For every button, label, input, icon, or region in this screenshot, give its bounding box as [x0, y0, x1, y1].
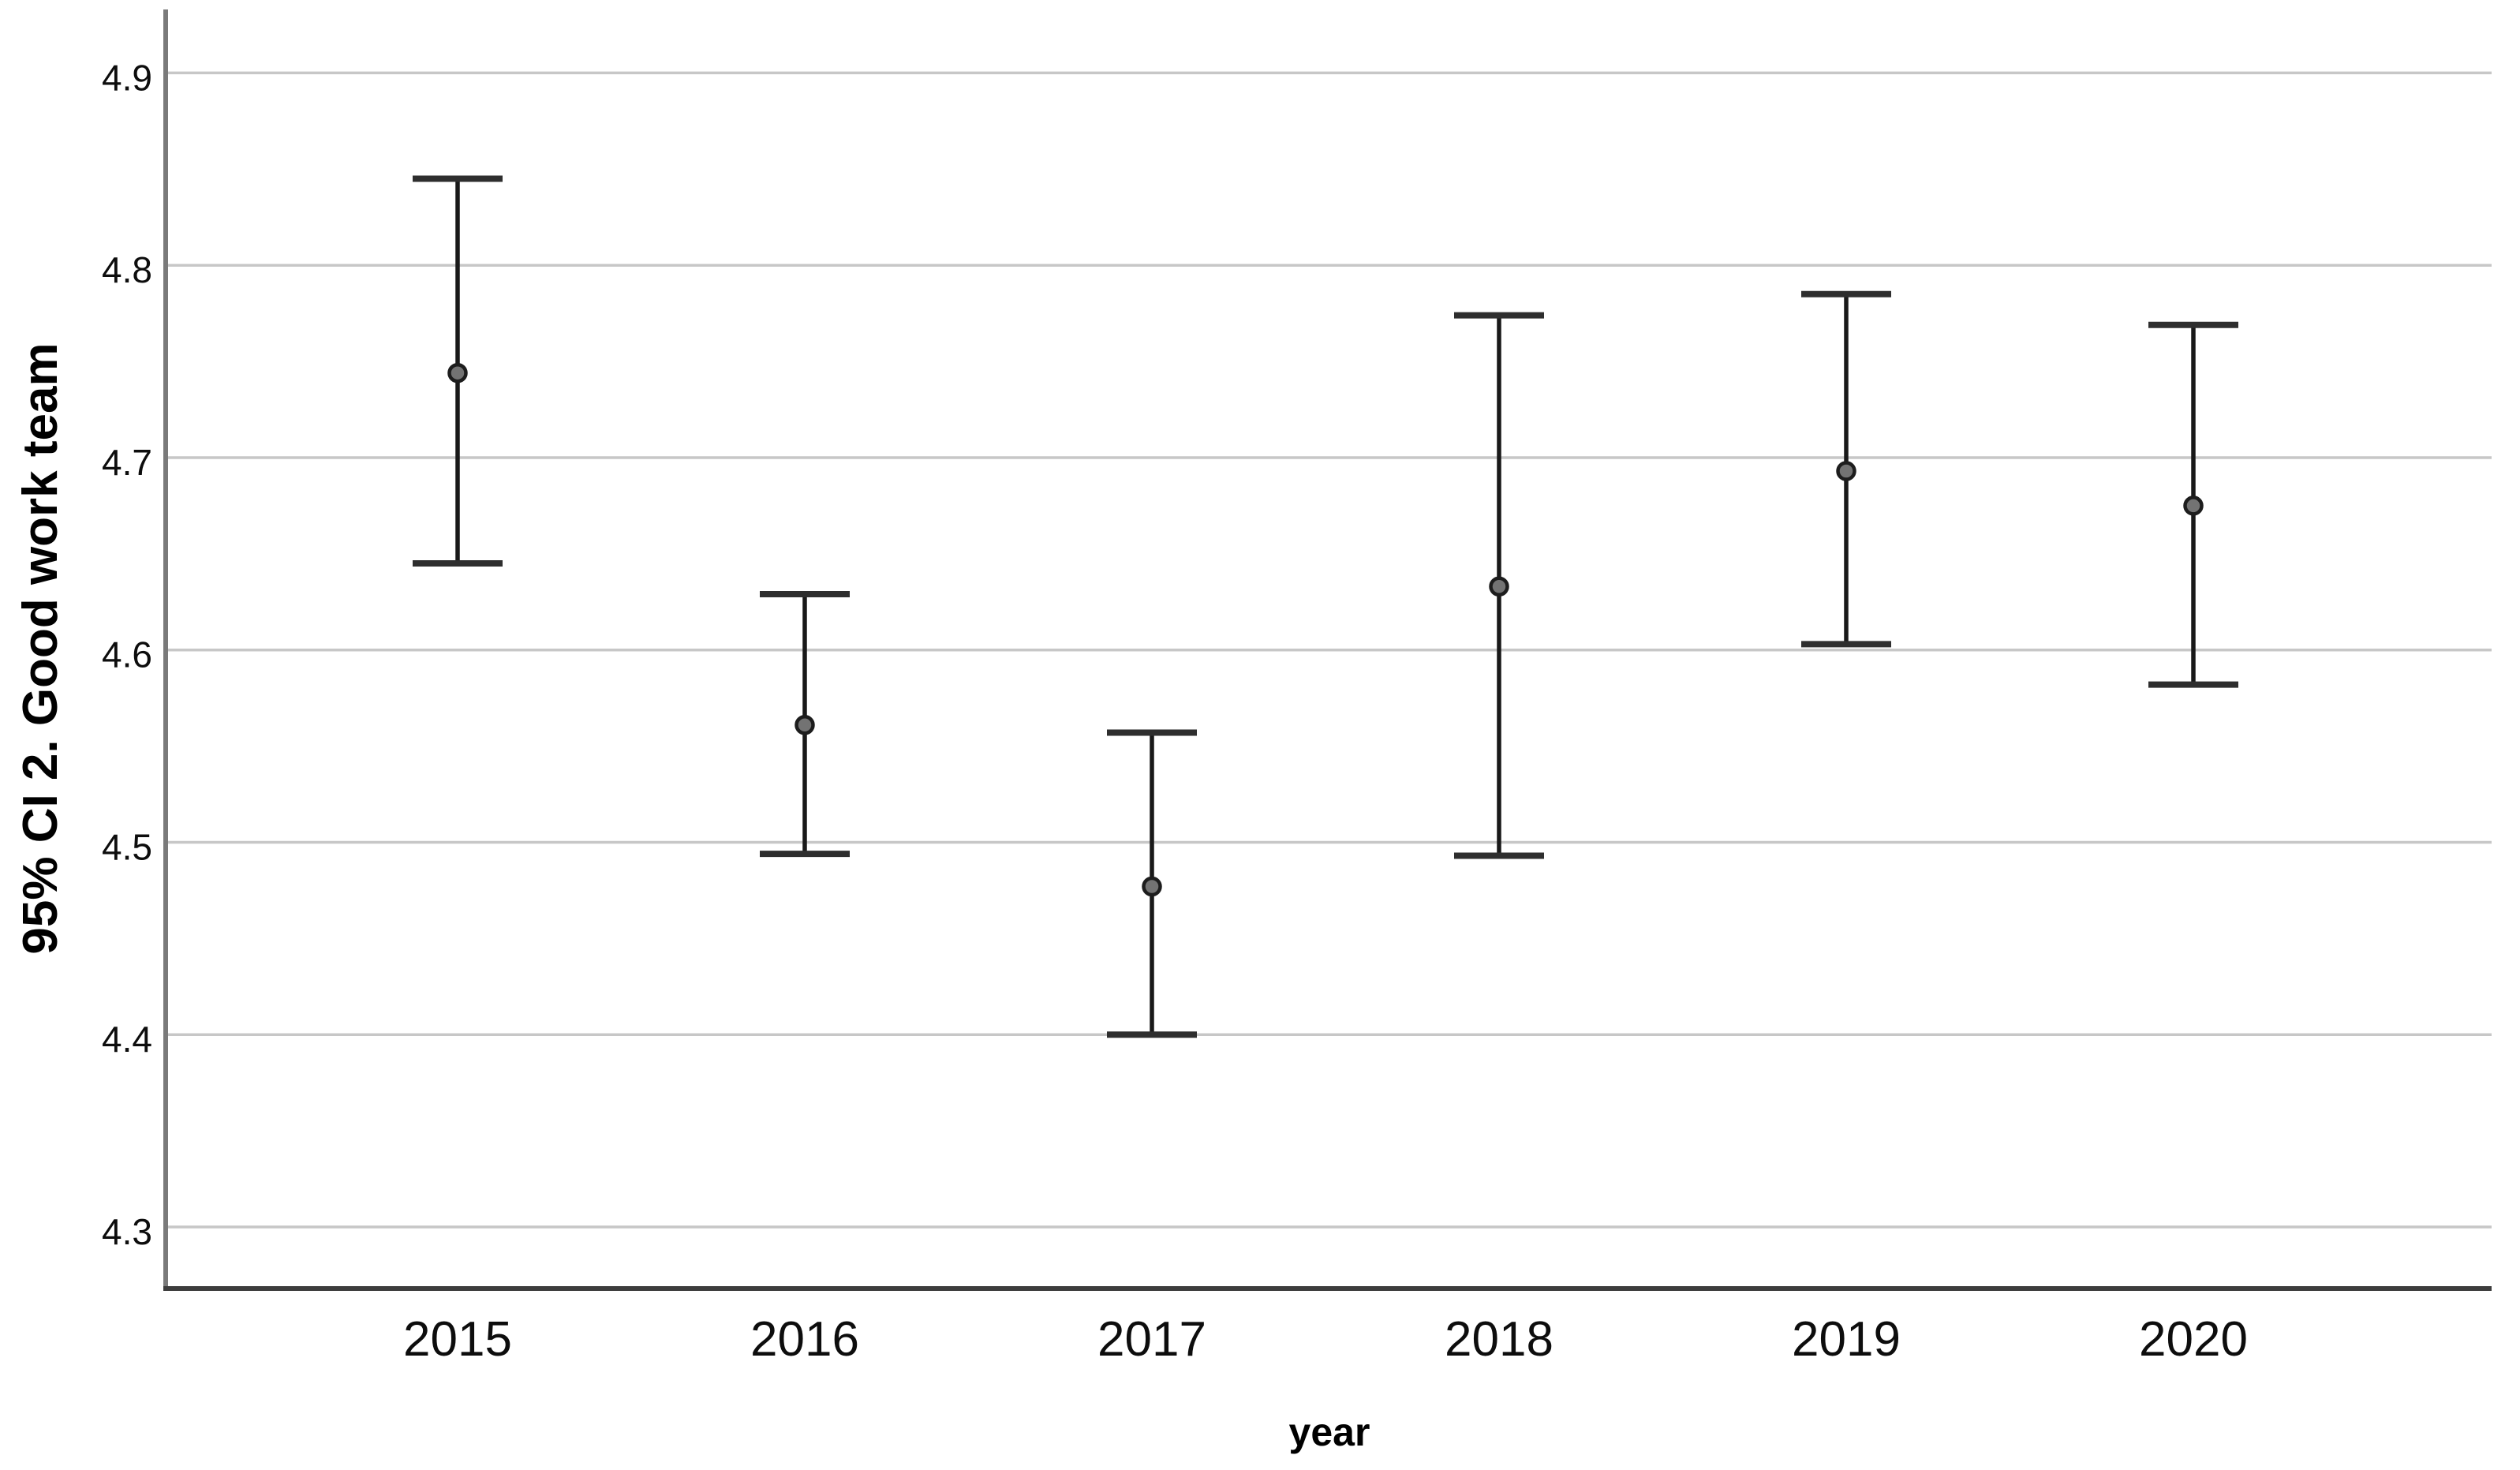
y-tick-label: 4.5: [102, 827, 152, 868]
x-tick-label: 2019: [1792, 1312, 1901, 1367]
mean-marker: [1489, 576, 1509, 597]
y-tick-label: 4.7: [102, 442, 152, 483]
mean-marker: [447, 362, 468, 383]
mean-marker: [795, 715, 815, 735]
x-tick-label: 2015: [403, 1312, 512, 1367]
mean-marker: [1142, 876, 1162, 897]
x-axis-title: year: [1289, 1410, 1370, 1454]
y-tick-label: 4.9: [102, 57, 152, 98]
mean-marker: [2183, 496, 2204, 516]
x-tick-label: 2020: [2139, 1312, 2248, 1367]
x-tick-label: 2017: [1097, 1312, 1206, 1367]
plot-area: 4.3 4.4 4.5 4.6 4.7 4.8 4.9 2015 2016 2017 2018 201…: [102, 9, 2492, 1367]
y-axis-title: 95% CI 2. Good work team: [13, 342, 68, 954]
mean-marker: [1836, 461, 1856, 481]
y-tick-label: 4.4: [102, 1019, 152, 1060]
y-tick-label: 4.6: [102, 634, 152, 675]
y-tick-label: 4.3: [102, 1211, 152, 1252]
y-tick-label: 4.8: [102, 249, 152, 290]
x-tick-label: 2016: [750, 1312, 859, 1367]
x-tick-label: 2018: [1445, 1312, 1554, 1367]
